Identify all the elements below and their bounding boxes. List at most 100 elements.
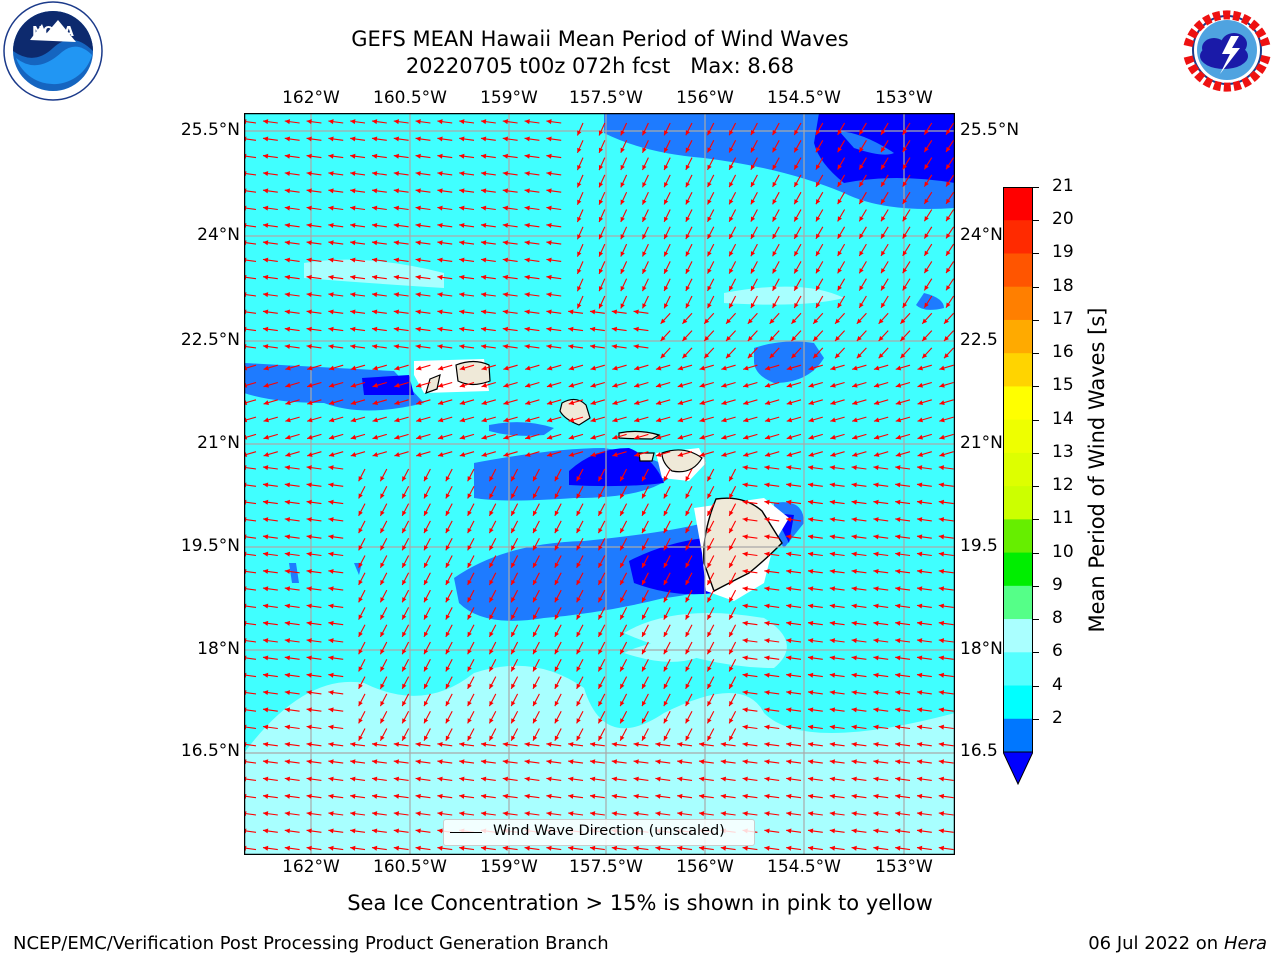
wind-wave-arrowhead	[807, 793, 814, 799]
wind-wave-arrowhead	[685, 130, 690, 136]
wind-wave-arrowhead	[772, 302, 777, 309]
wind-wave-arrowhead	[895, 690, 901, 696]
wind-wave-arrowhead	[917, 434, 923, 440]
wind-wave-arrowhead	[873, 793, 879, 799]
wind-wave-arrowhead	[380, 545, 385, 551]
wind-wave-arrowhead	[642, 251, 647, 257]
wind-wave-arrowhead	[393, 759, 400, 765]
wind-wave-arrowhead	[306, 793, 312, 799]
colorbar-tick-mark	[1033, 419, 1039, 421]
wind-wave-arrowhead	[895, 551, 901, 557]
wind-wave-arrowhead	[262, 568, 269, 574]
wind-wave-arrowhead	[794, 199, 799, 205]
wind-wave-arrowhead	[371, 793, 378, 799]
wind-wave-arrowhead	[764, 828, 770, 834]
wind-wave-arrowhead	[262, 793, 269, 799]
colorbar-tick-label: 19	[1052, 242, 1074, 263]
wind-wave-arrowhead	[554, 579, 559, 586]
wind-wave-arrowhead	[664, 251, 669, 257]
wind-wave-arrowhead	[611, 309, 618, 315]
colorbar-segment	[1003, 286, 1033, 321]
wind-wave-arrowhead	[813, 335, 819, 342]
wind-wave-arrowhead	[729, 579, 734, 586]
wind-wave-arrowhead	[895, 499, 901, 505]
wind-wave-arrowhead	[402, 631, 407, 637]
wind-wave-arrowhead	[524, 776, 530, 782]
wind-wave-arrowhead	[546, 793, 552, 799]
wind-wave-arrowhead	[895, 365, 902, 371]
wind-wave-arrowhead	[284, 465, 291, 471]
wind-wave-arrowhead	[546, 136, 552, 142]
wind-wave-arrowhead	[916, 776, 923, 782]
wind-wave-arrowhead	[837, 250, 842, 257]
wind-wave-arrowhead	[742, 672, 748, 678]
wind-wave-arrowhead	[262, 257, 269, 263]
wind-wave-arrowhead	[577, 182, 582, 188]
wind-wave-arrowhead	[459, 205, 465, 211]
wind-wave-arrowhead	[525, 400, 531, 405]
wind-wave-arrowhead	[916, 638, 923, 644]
wind-wave-arrowhead	[859, 285, 864, 291]
wind-wave-arrowhead	[284, 586, 291, 592]
colorbar-segment	[1003, 552, 1033, 587]
wind-wave-arrowhead	[445, 735, 450, 741]
wind-wave-arrowhead	[306, 153, 312, 159]
wind-wave-arrowhead	[764, 551, 770, 557]
wind-wave-arrowhead	[851, 499, 857, 505]
wind-wave-arrowhead	[720, 759, 727, 765]
wind-wave-arrowhead	[750, 303, 756, 309]
wind-wave-arrowhead	[807, 741, 814, 747]
wind-wave-arrowhead	[663, 700, 668, 707]
wind-wave-arrowhead	[424, 718, 429, 724]
wind-wave-arrowhead	[546, 452, 553, 457]
wind-wave-arrowhead	[262, 845, 269, 851]
wind-wave-arrowhead	[655, 417, 662, 423]
wind-wave-arrowhead	[750, 147, 756, 153]
wind-wave-arrowhead	[502, 793, 509, 799]
wind-wave-arrow	[244, 172, 257, 176]
wind-wave-arrowhead	[791, 335, 797, 342]
wind-wave-arrow	[244, 190, 257, 193]
wind-wave-arrowhead	[284, 153, 291, 159]
wind-wave-arrowhead	[851, 793, 857, 799]
wind-wave-arrowhead	[533, 562, 538, 568]
wind-wave-arrowhead	[445, 476, 450, 482]
wind-wave-arrowhead	[481, 400, 487, 405]
wind-wave-arrowhead	[707, 683, 712, 689]
wind-wave-arrowhead	[437, 344, 443, 350]
colorbar-segment	[1003, 452, 1033, 487]
wind-wave-arrow	[244, 207, 257, 211]
wind-wave-arrowhead	[946, 181, 951, 187]
wind-wave-arrowhead	[598, 735, 603, 741]
wind-wave-arrowhead	[663, 683, 668, 689]
wind-wave-arrowhead	[577, 303, 582, 309]
lat-tick-right: 19.5	[960, 536, 998, 556]
wind-wave-arrowhead	[707, 718, 712, 724]
wind-wave-arrowhead	[873, 586, 879, 592]
wind-wave-arrowhead	[437, 434, 444, 440]
wind-wave-arrowhead	[895, 482, 901, 488]
wind-wave-arrowhead	[938, 603, 945, 609]
wind-wave-arrowhead	[511, 631, 516, 637]
wind-wave-arrowhead	[721, 382, 727, 388]
wind-wave-arrowhead	[415, 845, 421, 851]
wind-wave-arrowhead	[307, 434, 313, 440]
wind-wave-arrowhead	[815, 268, 821, 274]
wind-wave-arrowhead	[328, 620, 334, 626]
wind-wave-arrowhead	[873, 845, 879, 851]
wind-wave-arrowhead	[830, 434, 836, 440]
wind-wave-arrow	[244, 812, 257, 816]
lat-tick-left: 22.5°N	[180, 330, 240, 350]
wind-wave-arrowhead	[764, 707, 770, 713]
wind-wave-arrowhead	[873, 499, 879, 505]
colorbar-tick-label: 6	[1052, 641, 1063, 662]
wind-wave-arrowhead	[393, 153, 400, 159]
wind-wave-arrowhead	[525, 417, 531, 423]
wind-wave-arrowhead	[402, 493, 407, 499]
wind-wave-arrowhead	[371, 153, 378, 159]
wind-wave-arrowhead	[284, 188, 291, 194]
wind-wave-arrowhead	[306, 707, 312, 713]
wind-wave-arrowhead	[895, 517, 901, 523]
wind-wave-arrowhead	[328, 188, 334, 194]
wind-wave-arrowhead	[721, 365, 727, 371]
